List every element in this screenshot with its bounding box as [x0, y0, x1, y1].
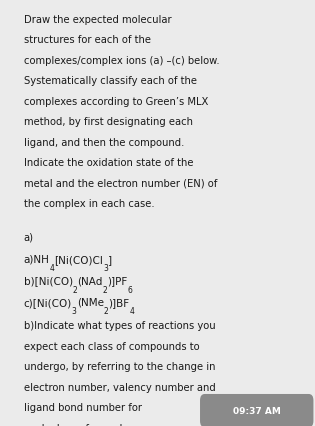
Text: Draw the expected molecular: Draw the expected molecular: [24, 15, 171, 25]
Text: method, by first designating each: method, by first designating each: [24, 117, 193, 127]
Text: )]BF: )]BF: [108, 297, 130, 307]
Text: b)[Ni(CO): b)[Ni(CO): [24, 276, 73, 285]
Text: structures for each of the: structures for each of the: [24, 35, 151, 45]
Text: ligand bond number for: ligand bond number for: [24, 403, 142, 412]
Text: ligand, and then the compound.: ligand, and then the compound.: [24, 138, 184, 147]
FancyBboxPatch shape: [200, 394, 313, 426]
Text: each class of complexes.: each class of complexes.: [24, 423, 148, 426]
Text: Indicate the oxidation state of the: Indicate the oxidation state of the: [24, 158, 193, 168]
Text: b)Indicate what types of reactions you: b)Indicate what types of reactions you: [24, 321, 215, 331]
Text: 2: 2: [103, 285, 108, 294]
Text: undergo, by referring to the change in: undergo, by referring to the change in: [24, 362, 215, 371]
Text: 3: 3: [103, 264, 108, 273]
Text: electron number, valency number and: electron number, valency number and: [24, 382, 215, 392]
Text: 4: 4: [49, 264, 54, 273]
Text: c)[Ni(CO): c)[Ni(CO): [24, 297, 72, 307]
Text: the complex in each case.: the complex in each case.: [24, 199, 154, 209]
Text: metal and the electron number (EN) of: metal and the electron number (EN) of: [24, 178, 217, 188]
Text: 6: 6: [128, 285, 133, 294]
Text: a): a): [24, 232, 34, 242]
Text: )]PF: )]PF: [108, 276, 128, 285]
Text: 2: 2: [73, 285, 77, 294]
Text: 4: 4: [130, 306, 135, 315]
Text: complexes according to Green’s MLX: complexes according to Green’s MLX: [24, 97, 208, 106]
Text: a)NH: a)NH: [24, 254, 49, 264]
Text: complexes/complex ions (a) –(c) below.: complexes/complex ions (a) –(c) below.: [24, 56, 219, 66]
Text: [Ni(CO)Cl: [Ni(CO)Cl: [54, 254, 103, 264]
Text: (NAd: (NAd: [77, 276, 103, 285]
Text: (NMe: (NMe: [77, 297, 104, 307]
Text: 09:37 AM: 09:37 AM: [233, 406, 281, 415]
Text: ]: ]: [108, 254, 112, 264]
Text: Systematically classify each of the: Systematically classify each of the: [24, 76, 197, 86]
Text: 3: 3: [72, 306, 77, 315]
Text: 2: 2: [104, 306, 108, 315]
Text: expect each class of compounds to: expect each class of compounds to: [24, 341, 199, 351]
